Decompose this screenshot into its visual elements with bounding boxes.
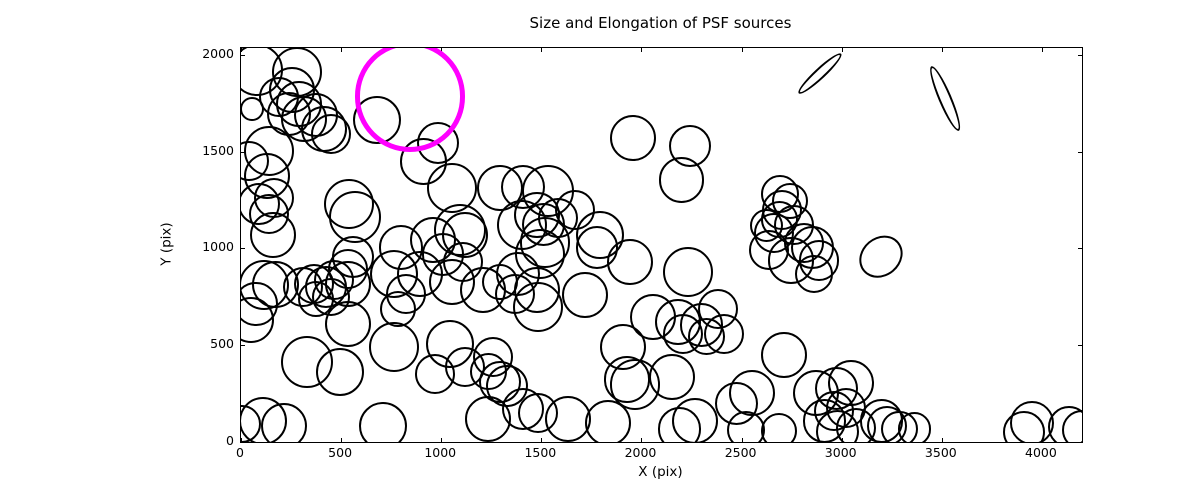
x-tick-label: 2000 [624, 445, 657, 460]
y-tick-mark [1078, 54, 1082, 56]
psf-source-marker [329, 190, 382, 243]
x-tick-label: 4000 [1025, 445, 1057, 460]
y-tick-mark [1078, 248, 1082, 250]
psf-source-marker [771, 183, 808, 220]
y-tick-mark [1078, 151, 1082, 153]
psf-source-marker [513, 282, 564, 333]
psf-source-marker [515, 229, 566, 280]
x-tick-label: 1000 [424, 445, 457, 460]
y-tick-label: 1500 [202, 142, 234, 158]
psf-source-marker [761, 331, 808, 378]
x-tick-mark [341, 438, 343, 442]
y-tick-mark [1078, 442, 1082, 443]
psf-source-marker [1047, 406, 1082, 442]
y-tick-label: 2000 [202, 45, 234, 61]
x-tick-mark [441, 438, 443, 442]
psf-source-marker [575, 226, 619, 269]
psf-source-marker [250, 211, 297, 258]
psf-source-marker [795, 255, 834, 294]
psf-source-marker [368, 321, 419, 372]
y-tick-label: 1000 [202, 239, 234, 255]
y-tick-mark [241, 345, 245, 347]
highlighted-psf-marker [354, 48, 466, 152]
x-tick-mark [1041, 438, 1043, 442]
elongated-psf-marker [925, 63, 965, 134]
x-tick-mark [241, 48, 242, 52]
x-tick-mark [541, 48, 543, 52]
psf-source-marker [311, 114, 352, 155]
y-tick-mark [241, 248, 245, 250]
x-tick-label: 2500 [724, 445, 757, 460]
x-tick-mark [941, 48, 943, 52]
x-tick-mark [841, 48, 843, 52]
psf-source-marker [726, 410, 765, 442]
psf-source-marker [703, 313, 744, 354]
psf-source-marker [241, 296, 275, 343]
x-tick-mark [941, 438, 943, 442]
x-tick-mark [441, 48, 443, 52]
x-tick-label: 1500 [524, 445, 557, 460]
psf-source-marker [327, 249, 368, 290]
x-tick-label: 500 [328, 445, 353, 460]
x-tick-mark [1041, 48, 1043, 52]
y-tick-mark [241, 151, 245, 153]
psf-source-marker [358, 402, 407, 442]
y-tick-mark [1078, 345, 1082, 347]
psf-source-marker [561, 272, 609, 319]
psf-source-marker [658, 407, 702, 442]
y-tick-label: 500 [210, 336, 234, 352]
psf-source-marker [648, 353, 695, 400]
psf-source-marker [603, 356, 650, 403]
y-tick-label: 0 [226, 433, 234, 448]
psf-source-marker [1061, 410, 1082, 442]
x-tick-label: 3000 [824, 445, 857, 460]
x-tick-mark [741, 48, 743, 52]
psf-source-marker [554, 189, 596, 230]
psf-source-marker [609, 115, 656, 162]
x-tick-mark [341, 48, 343, 52]
psf-source-marker [324, 300, 371, 347]
chart-title: Size and Elongation of PSF sources [529, 14, 792, 32]
psf-source-marker [662, 247, 713, 298]
elongated-psf-marker [850, 226, 912, 287]
x-axis-label: X (pix) [638, 464, 683, 480]
psf-source-marker [585, 400, 632, 442]
psf-source-marker [241, 97, 265, 122]
x-tick-mark [641, 48, 643, 52]
x-tick-mark [641, 438, 643, 442]
elongated-psf-marker [795, 49, 846, 98]
plot-area [240, 47, 1083, 443]
x-tick-label: 0 [236, 445, 244, 460]
y-tick-mark [241, 54, 245, 56]
x-tick-label: 3500 [924, 445, 957, 460]
y-tick-mark [241, 442, 245, 443]
x-tick-mark [541, 438, 543, 442]
psf-source-marker [259, 76, 300, 117]
psf-source-marker [1002, 411, 1045, 442]
psf-source-marker [316, 348, 365, 397]
x-tick-mark [741, 438, 743, 442]
psf-source-marker [659, 157, 705, 203]
psf-source-marker [260, 403, 307, 442]
x-tick-mark [841, 438, 843, 442]
x-tick-mark [241, 438, 242, 442]
psf-source-marker [897, 412, 931, 442]
psf-source-marker [761, 413, 798, 442]
psf-source-marker [297, 281, 334, 318]
